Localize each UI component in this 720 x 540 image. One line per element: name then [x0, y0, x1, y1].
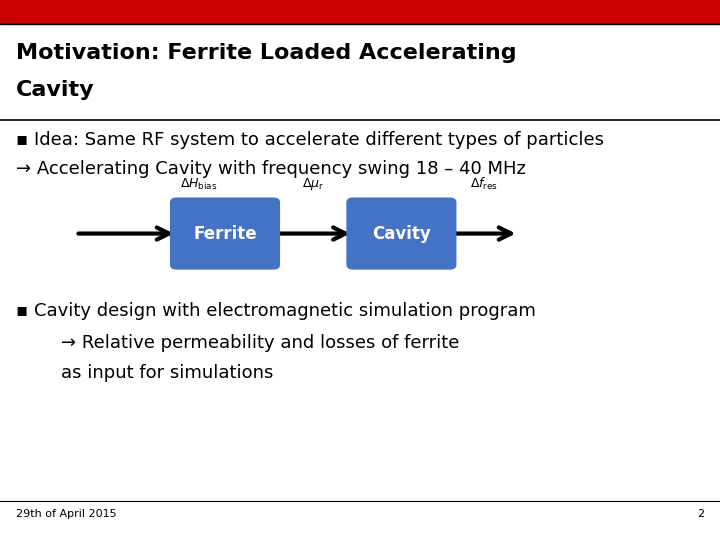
Text: Cavity: Cavity	[16, 80, 94, 100]
Text: Ferrite: Ferrite	[193, 225, 257, 242]
FancyBboxPatch shape	[171, 198, 279, 269]
Text: $\Delta f_{\mathrm{res}}$: $\Delta f_{\mathrm{res}}$	[470, 176, 499, 192]
Text: Cavity: Cavity	[372, 225, 431, 242]
Text: 2: 2	[697, 509, 704, 519]
Text: ▪ Idea: Same RF system to accelerate different types of particles: ▪ Idea: Same RF system to accelerate dif…	[16, 131, 604, 149]
Text: → Relative permeability and losses of ferrite: → Relative permeability and losses of fe…	[61, 334, 459, 352]
Bar	[0, 0, 720, 22]
Text: ▪ Cavity design with electromagnetic simulation program: ▪ Cavity design with electromagnetic sim…	[16, 302, 536, 320]
FancyBboxPatch shape	[347, 198, 456, 269]
Bar	[0, 22, 720, 24]
Text: → Accelerating Cavity with frequency swing 18 – 40 MHz: → Accelerating Cavity with frequency swi…	[16, 160, 526, 178]
Text: as input for simulations: as input for simulations	[61, 364, 274, 382]
Text: 29th of April 2015: 29th of April 2015	[16, 509, 117, 519]
Text: Motivation: Ferrite Loaded Accelerating: Motivation: Ferrite Loaded Accelerating	[16, 43, 516, 63]
Text: $\Delta\mu_{\mathrm{r}}$: $\Delta\mu_{\mathrm{r}}$	[302, 176, 324, 192]
Text: $\Delta H_{\mathrm{bias}}$: $\Delta H_{\mathrm{bias}}$	[180, 177, 217, 192]
